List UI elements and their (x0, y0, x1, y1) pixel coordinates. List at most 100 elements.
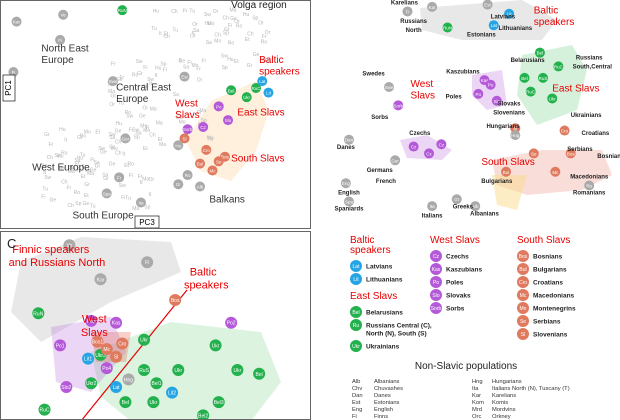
panel-c-point-label: Bos (171, 298, 180, 304)
panel-a-bg-label: Mo (140, 124, 147, 130)
panel-b-point-marker (482, 0, 493, 10)
panel-b-point-label: Mc (552, 170, 559, 175)
panel-a-bg-label: Sw (136, 59, 143, 65)
non-slavic-name: English (374, 407, 393, 413)
legend-item-code: Lit (353, 277, 359, 283)
non-slavic-code: Chv (352, 386, 362, 392)
panel-c-point-label: Ve (66, 243, 72, 249)
panel-b-point-label: Ger (391, 158, 399, 163)
panel-c-point-label: Hng (124, 377, 133, 383)
non-slavic-code: Kar (472, 393, 481, 399)
legend-item-code: Slo (432, 293, 439, 299)
panel-a-point-marker (173, 140, 184, 151)
panel-b-point-marker (534, 47, 545, 58)
panel-a-bg-label: Ch (47, 155, 54, 161)
panel-a-bg-label: Mo (214, 39, 221, 45)
panel-c-point-marker (63, 239, 76, 252)
panel-b-pca-plot: Kar RuN Lat Lit Est Fi Bel RuC RuS Ukr Bel RuC Kas Po… (312, 0, 620, 229)
panel-b-region-label: South Slavs (481, 157, 534, 168)
panel-a-region-label: East Slavs (237, 108, 284, 119)
panel-b-point-label: Slo (494, 99, 501, 104)
legend-item-name: Belarusians (366, 310, 403, 317)
panel-b-point-label: Ita (430, 204, 436, 209)
panel-a-bg-label: Fi (187, 60, 191, 66)
panel-b-point-marker (402, 6, 413, 17)
panel-b-point-label: Ro (586, 183, 592, 188)
panel-b-point-marker (547, 93, 558, 104)
panel-a-bg-label: Sa (109, 135, 115, 141)
panel-a-point-label: Slo (225, 118, 232, 123)
panel-c-point-marker (110, 350, 123, 363)
panel-c-point-marker (116, 337, 129, 350)
panel-a-bg-label: Or (197, 78, 203, 84)
panel-a-bg-label: Hu (77, 156, 84, 162)
panel-b-population-name: Belarusians (511, 58, 546, 64)
legend-item-marker (350, 340, 362, 352)
panel-c-point-marker (119, 396, 132, 409)
legend-item-code: Mn (520, 306, 527, 312)
panel-a-bg-label: Fi (197, 110, 201, 116)
panel-a-bg-label: It (149, 81, 152, 87)
panel-a-bg-label: Hu (227, 57, 234, 63)
panel-a-point-label: Alb (197, 184, 204, 189)
panel-a-bg-label: Fi (228, 23, 232, 29)
panel-a-bg-label: Ro (228, 40, 235, 46)
panel-a-bg-label: Gr (84, 182, 90, 188)
panel-c-point-label: Kas (112, 321, 121, 327)
panel-a-bg-label: Sa (193, 28, 199, 34)
panel-c-point-label: Lit2 (168, 391, 176, 397)
legend-item-marker (430, 302, 442, 314)
legend-item-name: Kaszubians (446, 267, 483, 274)
panel-b-population-name: English (338, 191, 360, 197)
panel-a-point-label: Fi (58, 38, 62, 43)
pc3-text: PC3 (139, 218, 155, 227)
panel-a-bg-label: Gr (137, 71, 143, 77)
panel-b-point-marker (565, 148, 576, 159)
panel-a-point-marker (11, 16, 22, 27)
panel-b-population-name: French (376, 179, 396, 185)
panel-b-point-label: RuN (443, 25, 452, 30)
panel-a-bg-label: Sw (147, 77, 154, 83)
panel-a-region-label: speakers (259, 66, 300, 77)
panel-b-point-marker (436, 139, 447, 150)
panel-a-bg-label: Fi (129, 173, 133, 179)
panel-a-bg-label: Ch (171, 9, 178, 15)
panel-a-bg-label: Gr (109, 145, 115, 151)
panel-a-point-marker (207, 165, 218, 176)
panel-b-point-marker (491, 95, 502, 106)
legend-item-marker (350, 319, 362, 331)
panel-a-point-marker (182, 124, 193, 135)
panel-b-point-marker (343, 134, 354, 145)
panel-b-population-name: Kaszubians (446, 69, 480, 75)
panel-a-bg-label: Tu (42, 187, 48, 193)
panel-c-point-marker (209, 339, 222, 352)
panel-b-point-marker (390, 155, 401, 166)
panel-b-point-label: Cz (439, 142, 445, 147)
panel-c-letter: C (7, 236, 16, 251)
panel-a-bg-label: Fr (120, 75, 125, 81)
panel-a-point-marker (201, 144, 212, 155)
panel-b-point-label: Bel (521, 76, 528, 81)
non-slavic-name: Finns (374, 414, 388, 420)
panel-a-point-label: Cro (203, 148, 211, 153)
legend-item-code: Bel (352, 310, 359, 316)
panel-b-point-label: Est (484, 3, 491, 8)
panel-b-point-marker (504, 8, 515, 19)
panel-a-point-marker (179, 71, 190, 82)
panel-a-bg-label: Tu (189, 9, 195, 15)
panel-a-point-marker (198, 121, 209, 132)
legend-item-name: Montenegrins (533, 306, 576, 313)
panel-c-point-label: Ukr3 (95, 353, 106, 359)
panel-a-background-labels: FiGeFrSwOrChItSpTuMaRoHuGrSaEtMoFiGeFrSw… (41, 8, 271, 212)
panel-a-bg-label: Or (109, 102, 115, 108)
panel-a-point-label: RuC (252, 86, 262, 91)
panel-a-bg-label: Sp (201, 118, 207, 124)
panel-b-point-label: Bel (537, 51, 544, 56)
non-slavic-name: Karelians (492, 393, 516, 399)
legend-item-name: Slovaks (446, 293, 471, 300)
panel-a-point-marker (117, 5, 128, 16)
panel-a-bg-label: Or (234, 19, 240, 25)
panel-b-point-marker (470, 201, 481, 212)
